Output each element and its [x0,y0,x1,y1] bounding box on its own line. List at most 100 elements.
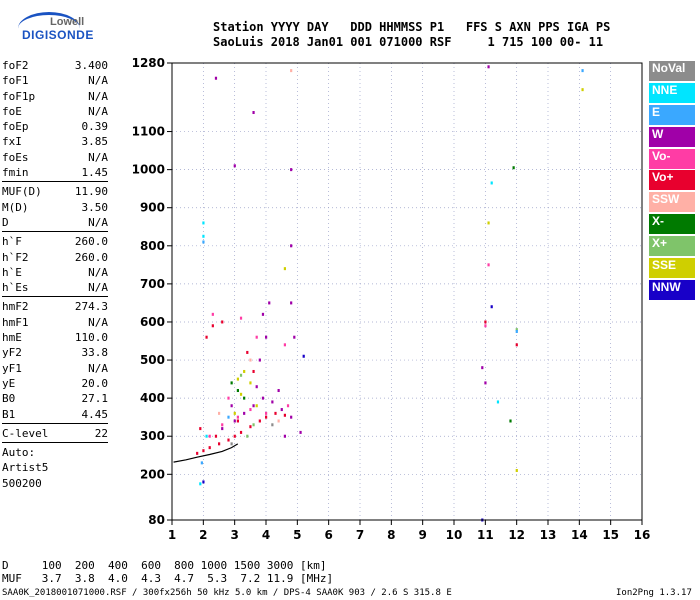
data-point-vo [274,411,277,415]
y-tick-label: 1280 [132,56,165,70]
legend-item-e: E [649,104,695,125]
data-point-noval [230,442,233,446]
data-point-w [290,168,293,172]
data-point-w [214,76,218,80]
data-point-vo [239,430,243,434]
data-point-x [243,396,246,400]
y-tick-label: 1100 [132,125,165,139]
data-point-vo [233,434,236,438]
data-point-vo [218,442,221,446]
param-value: 3.50 [81,200,109,214]
data-point-w [255,385,258,389]
param-row: foF2 3.400 [2,58,108,73]
param-value: 4.45 [81,407,109,421]
param-label: foF1p [2,89,36,103]
data-point-sse [239,392,243,396]
data-point-nne [496,400,500,404]
param-label: hmF2 [2,300,29,314]
legend-item-ssw: SSW [649,192,695,213]
legend-item-x: X- [649,214,695,235]
data-point-sse [243,369,246,373]
data-point-sse [236,377,239,381]
param-label: foF1 [2,74,29,88]
data-point-vo [252,369,255,373]
data-point-e [200,461,203,465]
param-row: foEp 0.39 [2,119,108,134]
data-point-x [230,381,233,385]
data-point-e [515,329,518,333]
param-label: hmE [2,331,22,345]
data-point-sse [283,267,286,271]
legend-item-w: W [649,126,695,147]
data-point-w [243,411,246,415]
param-row: hmE 110.0 [2,330,108,345]
data-point-w [252,404,255,408]
data-point-vo [211,312,214,316]
data-point-nnw [302,354,305,358]
param-value: N/A [88,281,108,295]
data-point-w [484,381,487,385]
param-row: h`F 260.0 [2,234,108,249]
param-label: M(D) [2,200,29,214]
param-value: N/A [88,150,108,164]
param-value: 33.8 [81,346,109,360]
data-point-x [252,423,255,427]
data-point-x [236,389,239,393]
legend-item-noval: NoVal [649,61,695,81]
y-tick-label: 800 [140,239,165,253]
data-point-w [481,366,484,370]
x-tick-label: 6 [324,528,332,542]
param-row: foF1p N/A [2,89,108,104]
param-row: hmF2 274.3 [2,299,108,314]
data-point-sse [515,468,518,472]
footer-file-info: SAA0K_2018001071000.RSF / 300fx256h 50 k… [2,588,452,598]
data-point-vo [515,343,518,347]
data-point-vo [265,411,268,415]
param-row: yE 20.0 [2,376,108,391]
param-separator [2,231,108,233]
distance-row: D 100 200 400 600 800 1000 1500 3000 [km… [2,559,327,572]
data-point-w [283,434,286,438]
param-label: h`E [2,265,22,279]
param-row: MUF(D) 11.90 [2,184,108,199]
x-tick-label: 12 [508,528,525,542]
muf-row: MUF 3.7 3.8 4.0 4.3 4.7 5.3 7.2 11.9 [MH… [2,572,334,585]
data-point-vo [246,350,249,354]
param-value: 260.0 [74,250,108,264]
data-point-vo [214,434,218,438]
footer-version: Ion2Png 1.3.17 [616,588,692,598]
param-label: fmin [2,166,29,180]
param-value: 260.0 [74,235,108,249]
x-tick-label: 11 [477,528,494,542]
data-point-sse [233,411,236,415]
param-value: 0.39 [81,120,109,134]
x-tick-label: 5 [293,528,301,542]
y-tick-label: 80 [148,513,165,527]
virtual-height-trace [173,443,239,463]
data-point-vo [258,419,261,423]
param-label: foF2 [2,59,29,72]
param-row: h`F2 260.0 [2,250,108,265]
param-label: yF2 [2,346,22,360]
x-tick-label: 13 [540,528,557,542]
data-point-vo [286,404,290,408]
data-point-w [233,419,236,423]
y-tick-label: 600 [140,315,165,329]
param-row: hmF1 N/A [2,315,108,330]
param-separator [2,422,108,424]
data-point-vo [227,438,230,442]
data-point-vo [221,423,224,427]
param-value: 11.90 [74,185,108,199]
param-label: yF1 [2,361,22,375]
param-row: yF1 N/A [2,361,108,376]
param-row: fmin 1.45 [2,165,108,180]
data-point-w [290,244,293,248]
data-point-w [268,301,271,305]
x-tick-label: 7 [356,528,364,542]
data-point-vo [211,324,214,328]
data-point-w [230,404,233,408]
param-label: MUF(D) [2,185,42,199]
data-point-e [227,415,230,419]
data-point-sse [255,404,258,408]
